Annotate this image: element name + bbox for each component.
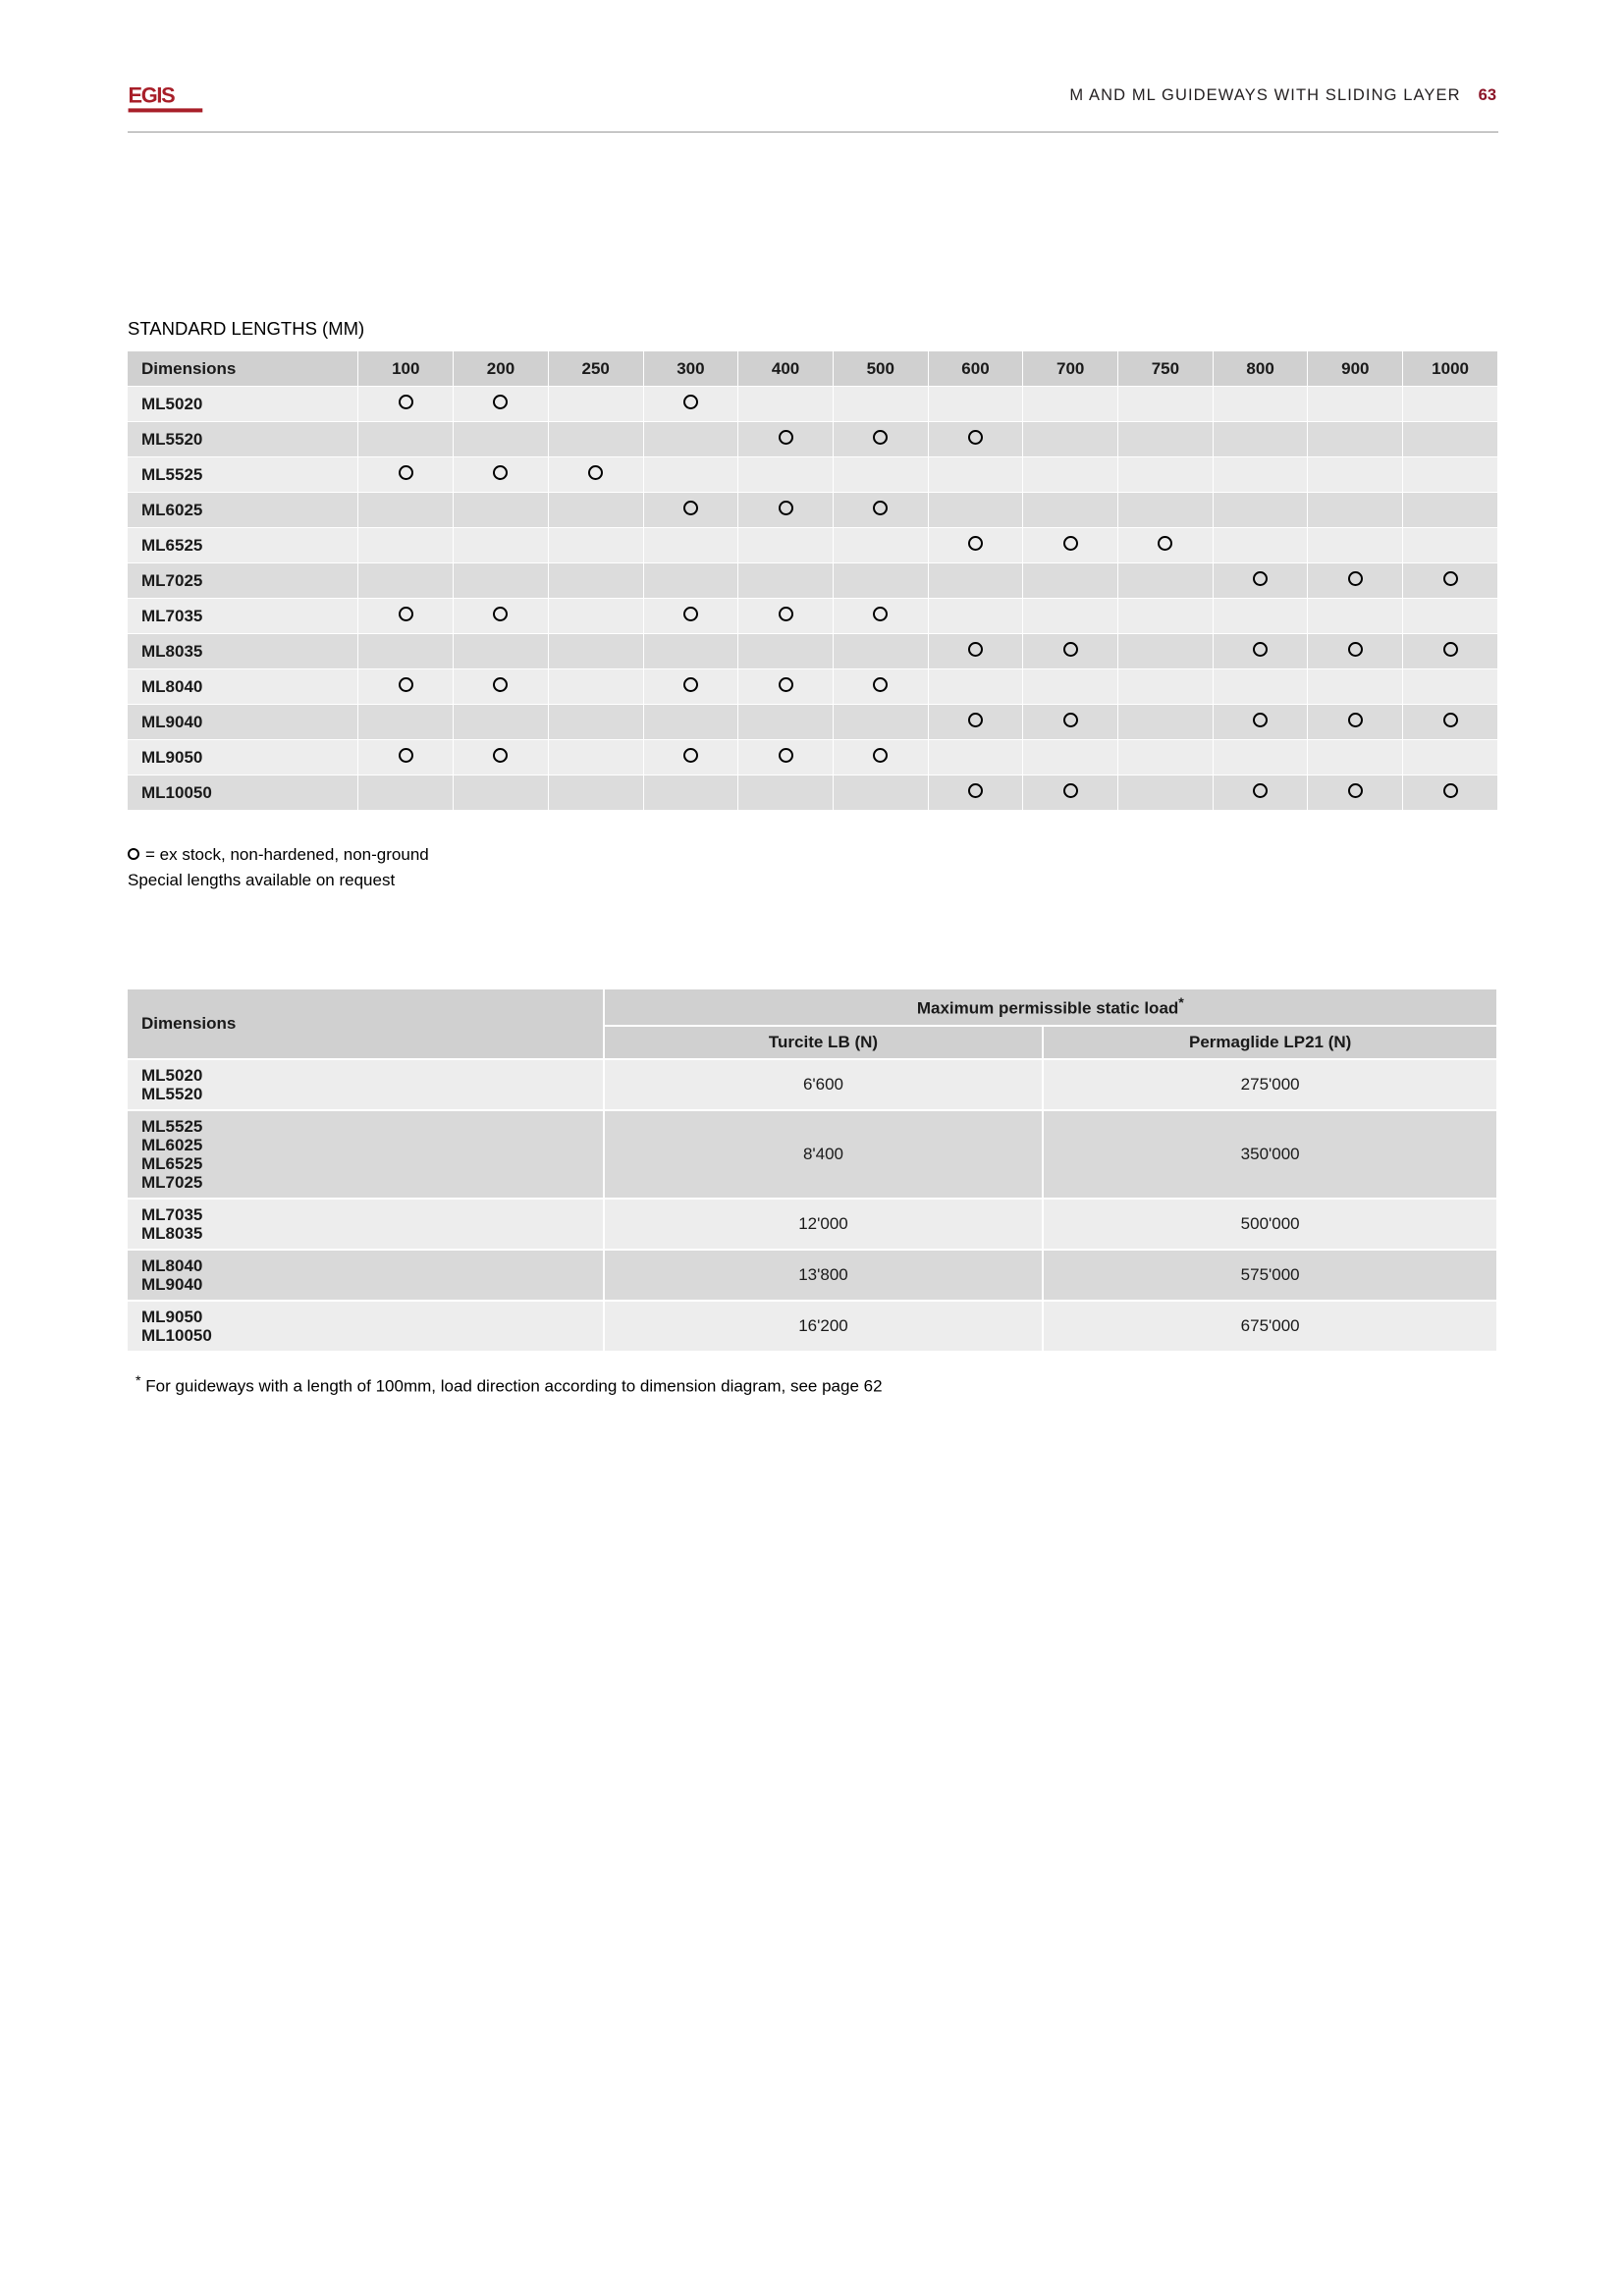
svg-text:EGIS: EGIS — [129, 83, 176, 108]
